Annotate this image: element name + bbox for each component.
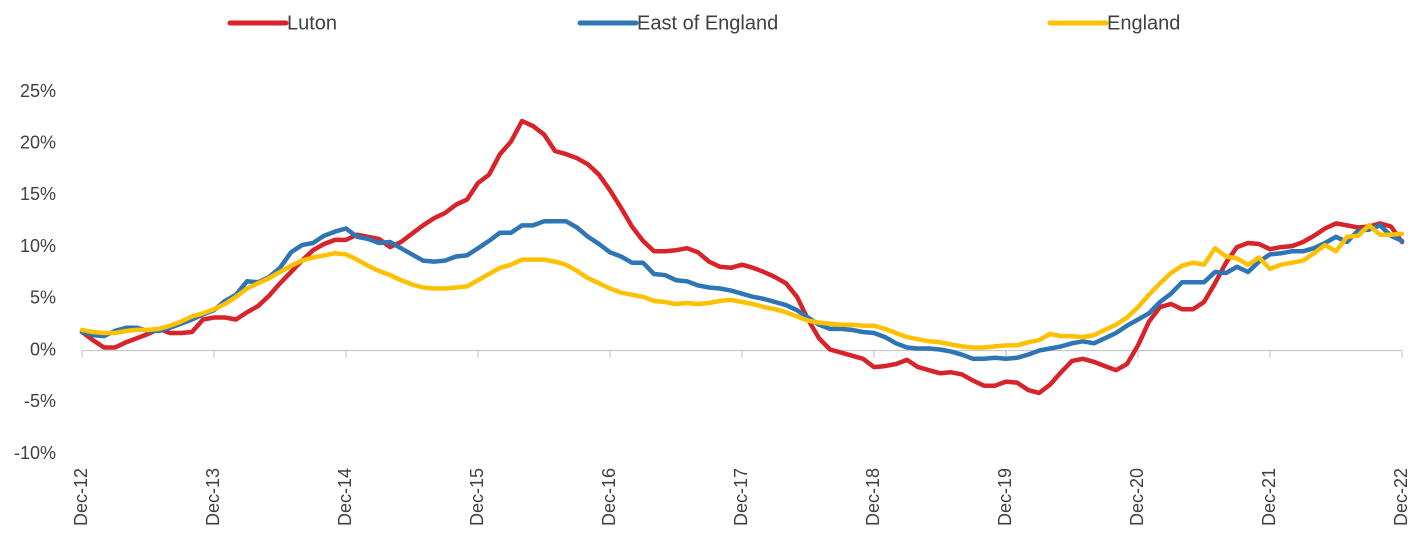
line-series (79, 219, 1405, 362)
x-tick-label: Dec-14 (335, 468, 355, 526)
x-tick-label: Dec-16 (599, 468, 619, 526)
y-tick-label: 25% (20, 81, 56, 101)
y-tick-label: 20% (20, 132, 56, 152)
x-tick-label: Dec-20 (1127, 468, 1147, 526)
y-tick-label: -5% (24, 391, 56, 411)
y-tick-label: 5% (30, 288, 56, 308)
x-tick-label: Dec-17 (731, 468, 751, 526)
legend: Luton East of England England (227, 12, 1180, 34)
legend-label: East of England (637, 12, 778, 34)
x-tick-label: Dec-21 (1259, 468, 1279, 526)
x-tick-label: Dec-15 (467, 468, 487, 526)
legend-label: Luton (287, 12, 337, 34)
y-tick-label: 0% (30, 339, 56, 359)
x-tick-label: Dec-22 (1391, 468, 1411, 526)
x-tick-label: Dec-18 (863, 468, 883, 526)
x-tick-label: Dec-19 (995, 468, 1015, 526)
legend-label: England (1107, 12, 1180, 34)
x-tick-label: Dec-12 (71, 468, 91, 526)
x-tick-label: Dec-13 (203, 468, 223, 526)
y-tick-label: 15% (20, 184, 56, 204)
line-series (79, 223, 1405, 350)
y-tick-label: -10% (14, 443, 56, 463)
y-tick-label: 10% (20, 236, 56, 256)
